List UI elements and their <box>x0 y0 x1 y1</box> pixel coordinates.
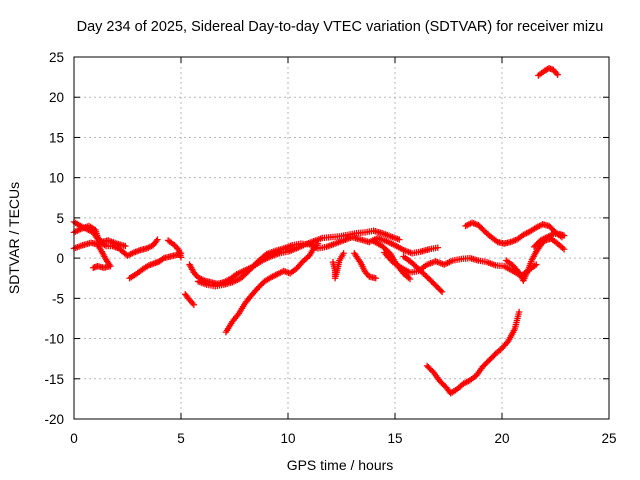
series-track-o <box>423 308 523 397</box>
series-track-r <box>530 230 568 251</box>
series-track-c <box>70 239 114 271</box>
y-tick-label: 15 <box>49 130 64 145</box>
x-tick-label: 0 <box>70 431 78 446</box>
y-tick-label: 5 <box>56 211 64 226</box>
series-track-e <box>164 237 185 261</box>
series-track-h <box>194 233 441 290</box>
y-tick-label: -10 <box>44 332 64 347</box>
data-points <box>70 65 568 397</box>
y-tick-label: -15 <box>44 372 64 387</box>
y-axis-title: SDTVAR / TECUs <box>6 182 22 294</box>
y-tick-label: -5 <box>52 291 64 306</box>
grid <box>74 57 609 419</box>
y-tick-label: 25 <box>49 50 64 65</box>
chart-title: Day 234 of 2025, Sidereal Day-to-day VTE… <box>77 19 604 35</box>
series-track-k <box>351 250 379 282</box>
data-point <box>372 275 379 282</box>
data-point <box>122 242 129 250</box>
data-point <box>250 262 257 269</box>
y-tick-label: 10 <box>49 171 64 186</box>
series-track-p <box>462 219 566 247</box>
y-tick-label: 0 <box>56 251 64 266</box>
axis-ticks: 0 5 10 15 20 25 -20 -15 -10 -5 0 5 10 15 20 25 <box>44 50 616 446</box>
data-point <box>154 236 161 243</box>
data-point <box>340 250 347 257</box>
plot-frame <box>73 56 610 420</box>
x-tick-label: 15 <box>387 431 402 446</box>
data-point <box>246 266 253 274</box>
series-track-f <box>182 291 198 308</box>
x-tick-label: 5 <box>177 431 185 446</box>
y-tick-label: -20 <box>44 412 64 427</box>
series-track-q <box>503 235 568 284</box>
data-point <box>247 265 255 272</box>
data-point <box>298 259 305 266</box>
data-point <box>314 240 322 247</box>
series-track-i <box>222 240 322 336</box>
data-point <box>159 255 166 263</box>
x-axis-title: GPS time / hours <box>287 457 394 473</box>
data-point <box>396 236 403 243</box>
y-tick-label: 20 <box>49 90 64 105</box>
data-point <box>434 244 441 251</box>
x-tick-label: 25 <box>601 431 616 446</box>
series-track-d <box>126 250 185 282</box>
x-tick-label: 20 <box>494 431 509 446</box>
series-track-m <box>381 249 540 280</box>
data-point <box>554 71 561 78</box>
data-point <box>560 232 568 239</box>
series-track-j <box>329 250 347 282</box>
data-point <box>533 261 540 268</box>
data-point <box>244 268 252 275</box>
series-track-g <box>186 227 403 288</box>
series-track-s <box>535 65 561 79</box>
data-point <box>177 254 185 261</box>
data-point <box>438 288 446 296</box>
data-point <box>90 264 97 271</box>
data-point <box>406 275 414 283</box>
data-point <box>153 237 160 245</box>
data-point <box>249 264 256 271</box>
data-point <box>251 261 259 268</box>
data-point <box>560 246 568 253</box>
data-point <box>190 301 198 308</box>
x-tick-label: 10 <box>280 431 295 446</box>
data-point <box>437 287 444 294</box>
data-point <box>515 308 523 316</box>
series-track-n <box>400 253 446 296</box>
